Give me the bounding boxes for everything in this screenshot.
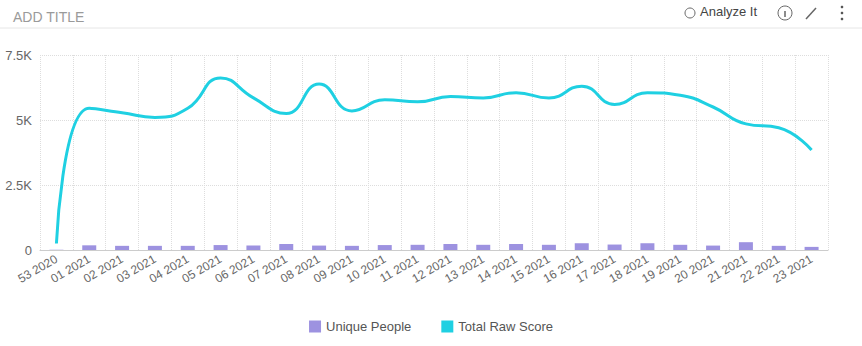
svg-text:05 2021: 05 2021 bbox=[179, 251, 225, 286]
svg-text:09 2021: 09 2021 bbox=[310, 251, 356, 286]
svg-text:02 2021: 02 2021 bbox=[81, 251, 126, 286]
svg-text:01 2021: 01 2021 bbox=[48, 251, 93, 286]
svg-text:0: 0 bbox=[25, 243, 32, 258]
svg-text:18 2021: 18 2021 bbox=[606, 251, 651, 286]
svg-text:04 2021: 04 2021 bbox=[146, 251, 192, 286]
svg-text:53 2020: 53 2020 bbox=[15, 251, 60, 286]
svg-text:19 2021: 19 2021 bbox=[639, 251, 684, 286]
svg-text:14 2021: 14 2021 bbox=[475, 251, 520, 286]
svg-text:07 2021: 07 2021 bbox=[245, 251, 290, 286]
svg-text:20 2021: 20 2021 bbox=[672, 251, 717, 286]
svg-text:06 2021: 06 2021 bbox=[212, 251, 257, 286]
svg-text:23 2021: 23 2021 bbox=[771, 252, 816, 286]
svg-text:Analyze It: Analyze It bbox=[700, 4, 757, 19]
svg-text:12 2021: 12 2021 bbox=[409, 251, 454, 286]
svg-text:2.5K: 2.5K bbox=[5, 178, 32, 193]
svg-text:17 2021: 17 2021 bbox=[573, 251, 619, 286]
svg-text:5K: 5K bbox=[16, 113, 32, 128]
svg-text:22 2021: 22 2021 bbox=[737, 251, 783, 286]
svg-text:Unique People: Unique People bbox=[326, 319, 411, 334]
svg-text:10 2021: 10 2021 bbox=[343, 251, 389, 286]
svg-text:21 2021: 21 2021 bbox=[704, 251, 750, 286]
svg-text:03 2021: 03 2021 bbox=[113, 251, 159, 286]
svg-text:16 2021: 16 2021 bbox=[540, 251, 586, 286]
svg-text:ADD TITLE: ADD TITLE bbox=[13, 9, 84, 25]
svg-text:13 2021: 13 2021 bbox=[442, 251, 487, 286]
svg-text:11 2021: 11 2021 bbox=[377, 251, 422, 286]
svg-text:Total Raw Score: Total Raw Score bbox=[458, 319, 553, 334]
svg-text:08 2021: 08 2021 bbox=[278, 251, 323, 286]
svg-text:15 2021: 15 2021 bbox=[507, 251, 553, 286]
svg-text:7.5K: 7.5K bbox=[5, 48, 32, 63]
